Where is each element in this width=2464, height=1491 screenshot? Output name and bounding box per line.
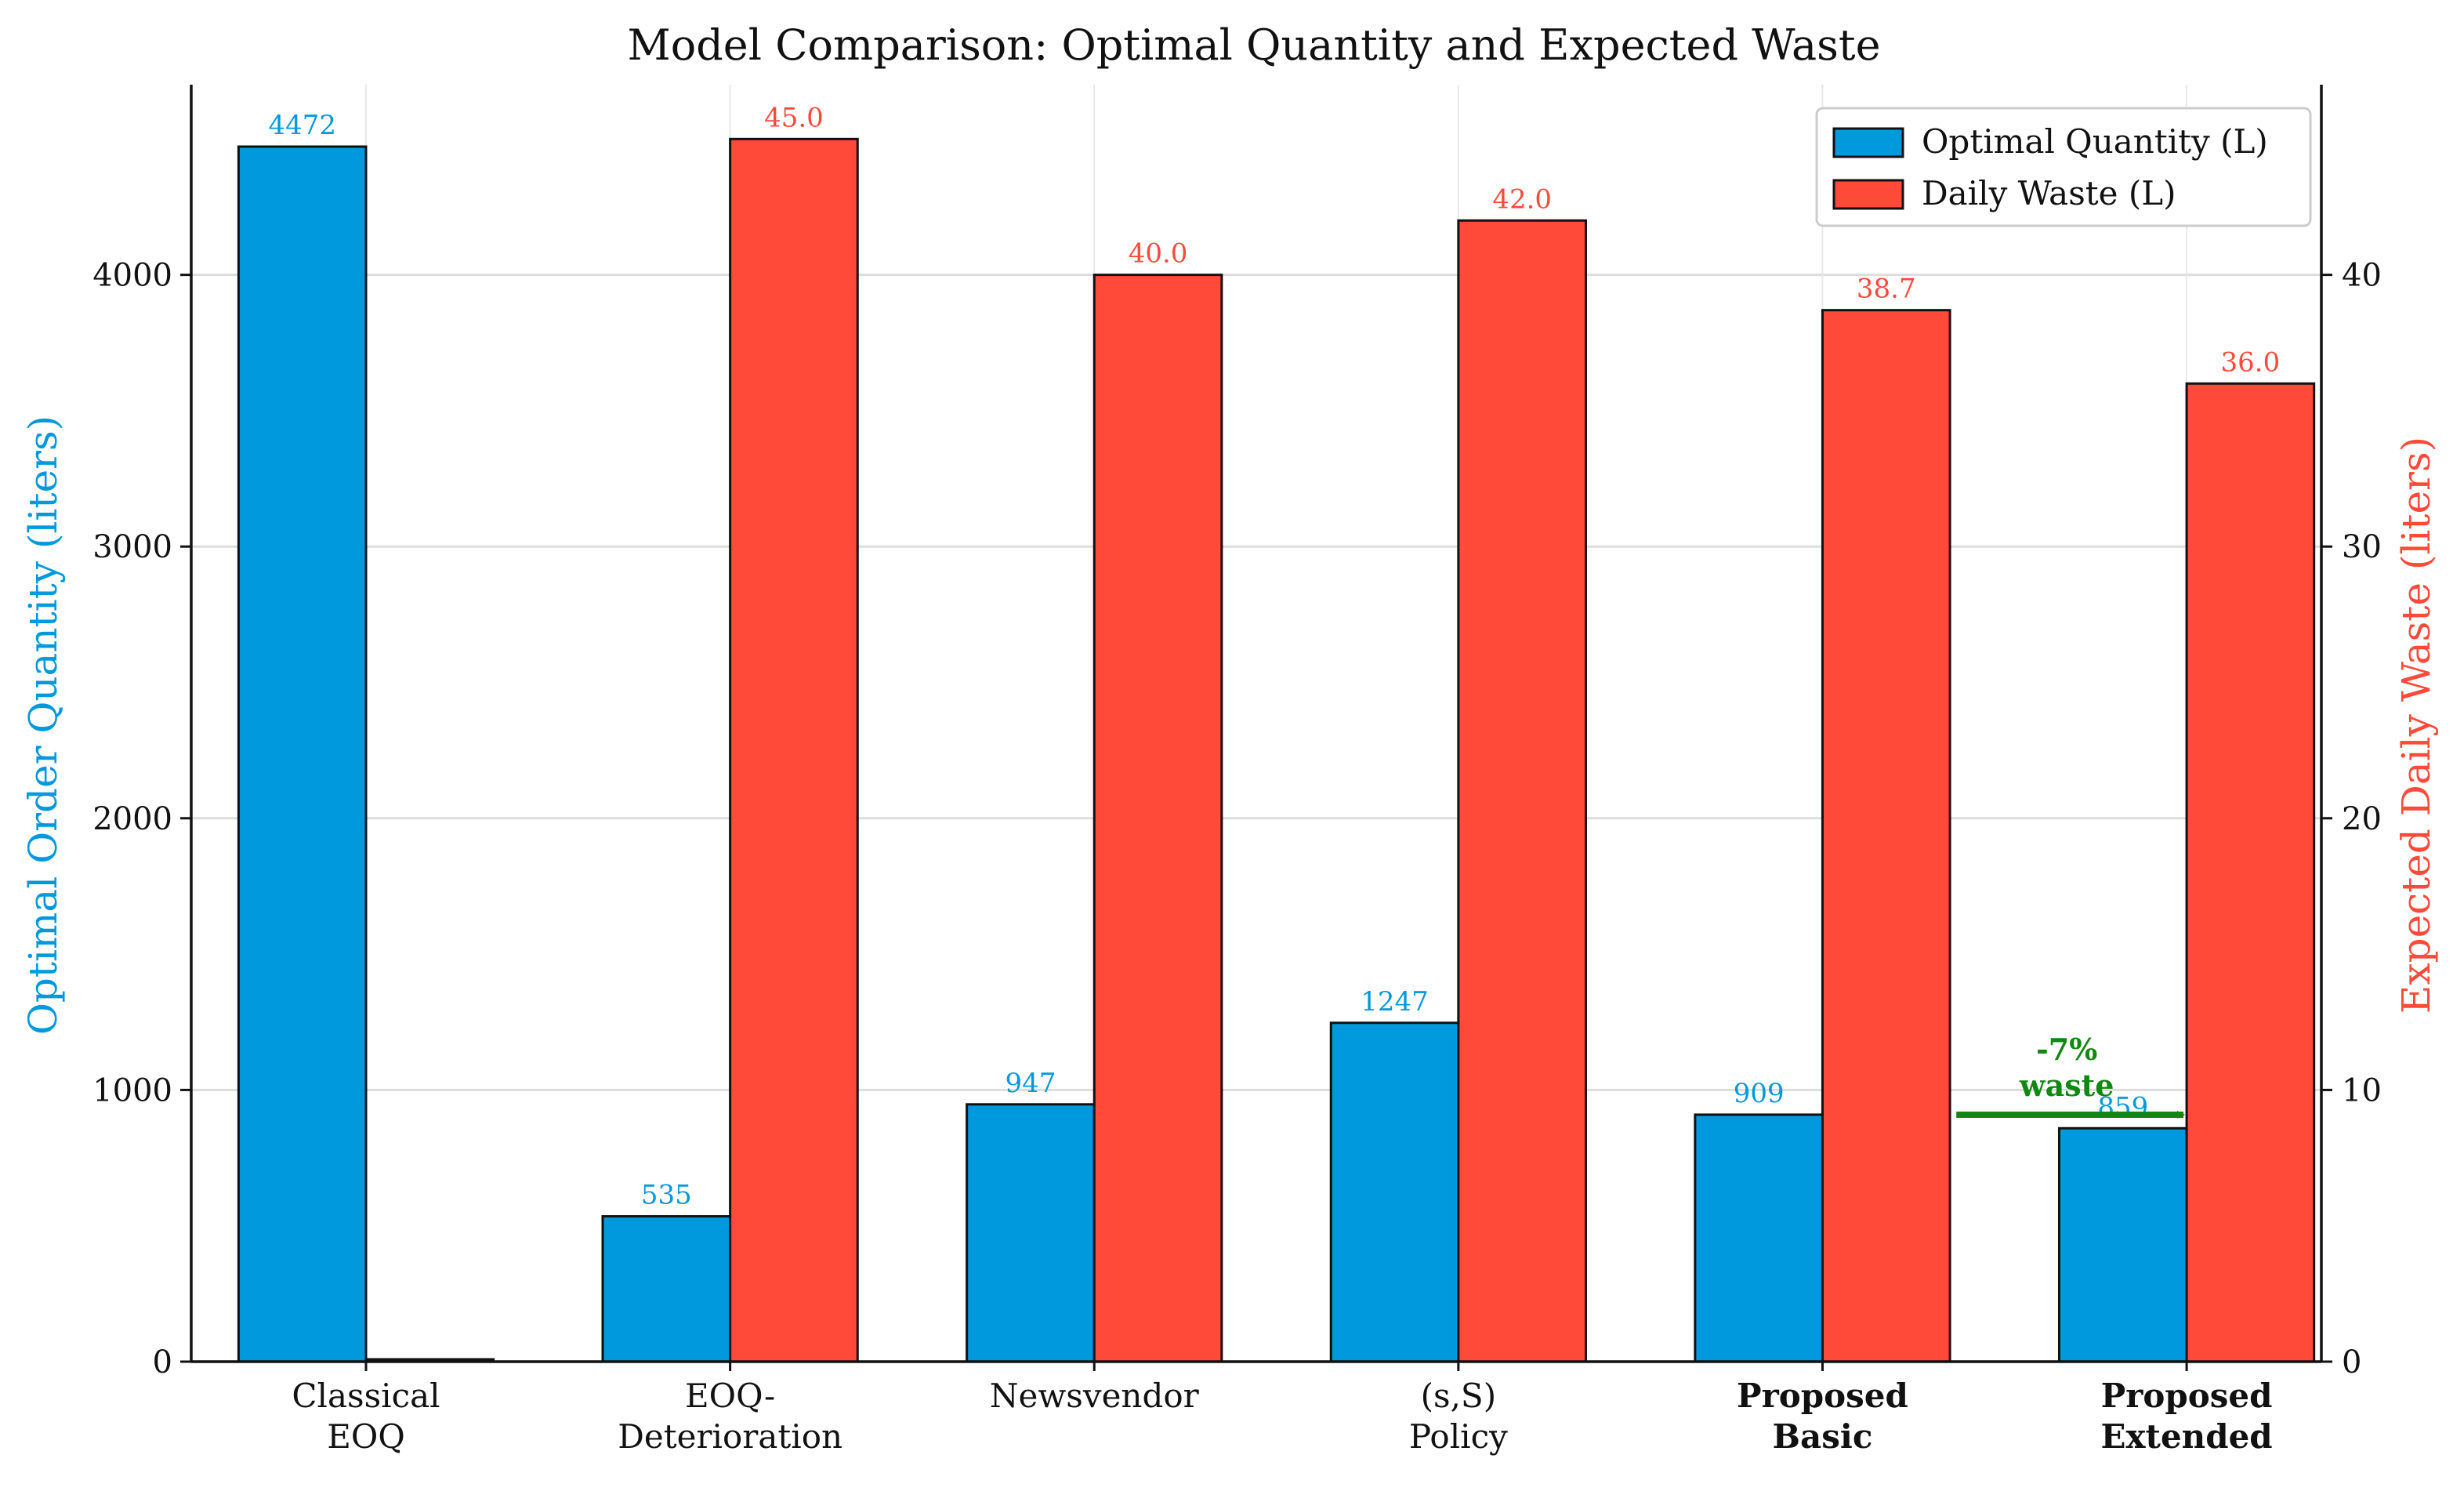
value-label-quantity-2: 947 (1005, 1068, 1056, 1099)
legend-swatch-0 (1832, 127, 1904, 158)
grid-lines (191, 85, 2321, 1362)
value-label-quantity-3: 1247 (1361, 986, 1429, 1018)
bar-waste-5 (2185, 382, 2316, 1363)
value-label-quantity-4: 909 (1734, 1078, 1785, 1109)
value-label-waste-5: 36.0 (2221, 346, 2281, 378)
y-axis-label-right: Expected Daily Waste (liters) (2393, 437, 2439, 1014)
value-label-waste-4: 38.7 (1857, 274, 1916, 305)
x-tick-label-2: Newsvendor (990, 1377, 1200, 1415)
x-tick-label-1: EOQ- (685, 1377, 775, 1415)
x-tick-label-5: Proposed (2101, 1377, 2273, 1415)
y-tick-label-left: 3000 (92, 529, 172, 565)
y-tick-label-left: 0 (153, 1344, 172, 1380)
chart-title: Model Comparison: Optimal Quantity and E… (627, 20, 1880, 70)
value-label-waste-1: 45.0 (764, 102, 824, 133)
legend-swatch-1 (1832, 179, 1904, 210)
bar-waste-2 (1092, 274, 1223, 1363)
bar-quantity-0 (237, 145, 368, 1363)
bar-quantity-2 (966, 1103, 1096, 1363)
bar-quantity-1 (601, 1215, 732, 1363)
value-label-quantity-1: 535 (641, 1180, 692, 1211)
x-tick-label-1: Deterioration (618, 1417, 842, 1456)
bar-quantity-5 (2057, 1126, 2188, 1363)
x-tick-label-0: Classical (292, 1377, 440, 1415)
x-tick-label-4: Basic (1773, 1417, 1873, 1456)
y-tick-label-right: 40 (2342, 258, 2382, 294)
y-tick-label-right: 20 (2342, 801, 2382, 837)
y-tick-label-left: 4000 (92, 258, 172, 294)
bar-waste-4 (1821, 309, 1951, 1363)
y-tick-label-right: 10 (2342, 1072, 2382, 1108)
annotation-text: waste (2019, 1068, 2114, 1103)
legend-entry-0: Optimal Quantity (L) (1922, 122, 2268, 161)
bar-quantity-3 (1329, 1021, 1460, 1363)
waste-reduction-annotation: -7%waste (1956, 1032, 2186, 1119)
x-tick-label-3: Policy (1409, 1417, 1508, 1456)
x-tick-label-4: Proposed (1737, 1377, 1908, 1415)
y-tick-label-left: 1000 (92, 1072, 172, 1108)
legend-entry-1: Daily Waste (L) (1922, 174, 2176, 212)
bar-waste-3 (1457, 219, 1587, 1363)
bar-waste-1 (729, 137, 859, 1363)
y-tick-label-left: 2000 (92, 801, 172, 837)
x-tick-label-5: Extended (2101, 1417, 2273, 1456)
legend: Optimal Quantity (L) Daily Waste (L) (1815, 107, 2312, 227)
bar-quantity-4 (1694, 1113, 1824, 1363)
value-label-quantity-0: 4472 (268, 110, 336, 141)
value-label-waste-3: 42.0 (1492, 183, 1552, 215)
value-label-waste-2: 40.0 (1129, 238, 1188, 270)
annotation-text: -7% (2036, 1032, 2097, 1067)
y-tick-label-right: 0 (2342, 1344, 2361, 1380)
y-tick-label-right: 30 (2342, 529, 2382, 565)
y-axis-label-left: Optimal Order Quantity (liters) (20, 415, 66, 1035)
x-tick-label-3: (s,S) (1421, 1377, 1496, 1415)
bars (237, 137, 2316, 1363)
legend-box (1815, 107, 2312, 227)
x-tick-label-0: EOQ (327, 1417, 405, 1456)
